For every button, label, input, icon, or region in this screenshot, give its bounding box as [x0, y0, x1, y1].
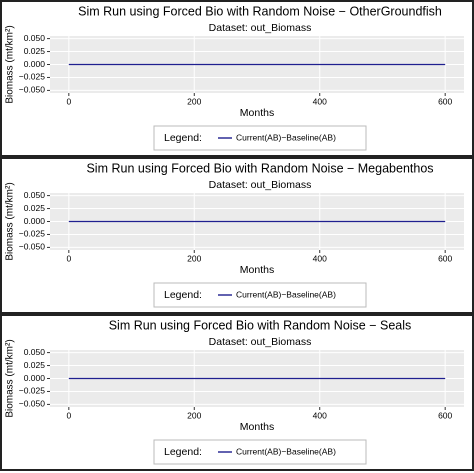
- y-tick-label: 0.000: [24, 59, 46, 69]
- chart-title: Sim Run using Forced Bio with Random Noi…: [78, 4, 442, 18]
- legend-label: Current(AB)−Baseline(AB): [236, 289, 336, 299]
- y-tick-label: 0.050: [24, 347, 46, 357]
- y-tick-label: −0.050: [19, 399, 46, 409]
- panel-border: [0, 314, 474, 471]
- panel: Sim Run using Forced Bio with Random Noi…: [0, 0, 474, 157]
- legend-box: [153, 125, 367, 151]
- y-tick-label: 0.025: [24, 46, 46, 56]
- panel-border: [0, 157, 474, 314]
- legend-title: Legend:: [164, 289, 202, 301]
- x-tick-label: 0: [66, 410, 71, 420]
- legend-box: [153, 439, 367, 465]
- legend: Legend: Current(AB)−Baseline(AB): [153, 439, 367, 465]
- x-tick-label: 200: [187, 253, 201, 263]
- x-tick-label: 600: [438, 96, 452, 106]
- x-axis-label: Months: [240, 264, 274, 276]
- x-tick-label: 200: [187, 96, 201, 106]
- x-tick-label: 0: [66, 96, 71, 106]
- y-tick-label: −0.025: [19, 386, 46, 396]
- legend: Legend: Current(AB)−Baseline(AB): [153, 125, 367, 151]
- y-axis-label: Biomass (mt/km²): [5, 339, 16, 417]
- legend-title: Legend:: [164, 446, 202, 458]
- y-tick-label: 0.050: [24, 33, 46, 43]
- x-tick-label: 0: [66, 253, 71, 263]
- y-tick-label: −0.025: [19, 72, 46, 82]
- chart-title: Sim Run using Forced Bio with Random Noi…: [86, 161, 433, 175]
- x-axis-label: Months: [240, 107, 274, 119]
- y-tick-label: −0.050: [19, 242, 46, 252]
- legend: Legend: Current(AB)−Baseline(AB): [153, 282, 367, 308]
- y-tick-label: −0.025: [19, 229, 46, 239]
- chart-title: Sim Run using Forced Bio with Random Noi…: [109, 318, 412, 332]
- x-tick-label: 400: [313, 253, 327, 263]
- y-tick-label: 0.050: [24, 190, 46, 200]
- y-tick-label: 0.025: [24, 360, 46, 370]
- x-tick-label: 600: [438, 410, 452, 420]
- legend-title: Legend:: [164, 132, 202, 144]
- x-tick-label: 400: [313, 96, 327, 106]
- chart-subtitle: Dataset: out_Biomass: [209, 179, 312, 191]
- y-axis-label: Biomass (mt/km²): [5, 25, 16, 103]
- chart-subtitle: Dataset: out_Biomass: [209, 22, 312, 34]
- x-tick-label: 600: [438, 253, 452, 263]
- y-tick-label: 0.000: [24, 373, 46, 383]
- x-tick-label: 200: [187, 410, 201, 420]
- legend-label: Current(AB)−Baseline(AB): [236, 446, 336, 456]
- legend-label: Current(AB)−Baseline(AB): [236, 132, 336, 142]
- y-tick-label: −0.050: [19, 85, 46, 95]
- panel: Sim Run using Forced Bio with Random Noi…: [0, 157, 474, 314]
- panel-border: [0, 0, 474, 157]
- legend-box: [153, 282, 367, 308]
- y-tick-label: 0.000: [24, 216, 46, 226]
- chart-subtitle: Dataset: out_Biomass: [209, 336, 312, 348]
- panel: Sim Run using Forced Bio with Random Noi…: [0, 314, 474, 471]
- x-axis-label: Months: [240, 421, 274, 433]
- y-axis-label: Biomass (mt/km²): [5, 182, 16, 260]
- x-tick-label: 400: [313, 410, 327, 420]
- y-tick-label: 0.025: [24, 203, 46, 213]
